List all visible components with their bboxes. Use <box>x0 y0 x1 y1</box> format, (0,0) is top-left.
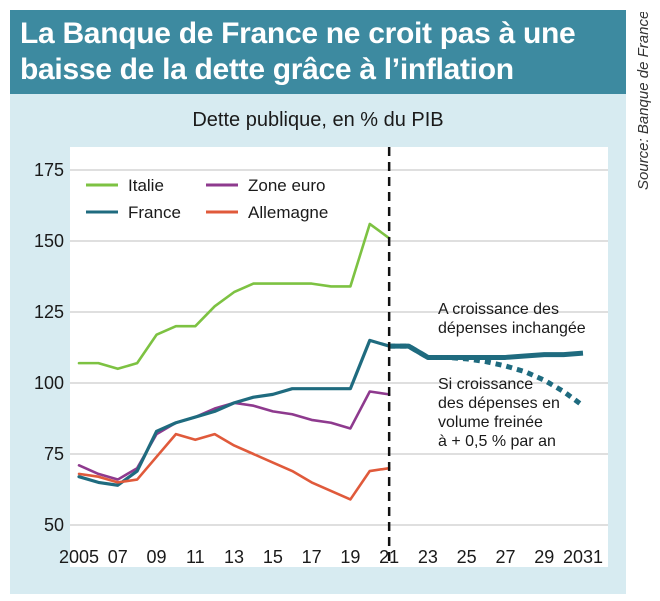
source-text: Source: Banque de France <box>635 12 652 190</box>
legend-item-zone-euro: Zone euro <box>206 176 326 195</box>
series-line-italie <box>77 222 391 371</box>
annotation-restrained: Si croissance des dépenses en volume frein… <box>438 376 560 450</box>
legend-label: Italie <box>128 176 164 195</box>
y-tick-label: 100 <box>34 373 64 393</box>
legend-label: Allemagne <box>248 203 328 222</box>
chart-title-line-1: La Banque de France ne croit pas à une <box>20 17 576 50</box>
x-tick-label: 29 <box>534 547 554 567</box>
annotation-line: à + 0,5 % par an <box>438 433 556 450</box>
chart-subtitle: Dette publique, en % du PIB <box>192 109 444 131</box>
series-line-france <box>77 338 391 487</box>
y-tick-label: 175 <box>34 160 64 180</box>
projection-line-restrained <box>389 343 585 408</box>
grid-layer <box>70 169 608 526</box>
legend-label: Zone euro <box>248 176 326 195</box>
series-line-allemagne <box>77 432 391 501</box>
x-tick-label: 23 <box>418 547 438 567</box>
y-tick-label: 150 <box>34 231 64 251</box>
legend: Italie France Zone euro Allemagne <box>86 176 328 222</box>
source-note: Source: Banque de France <box>635 12 652 190</box>
annotation-line: Si croissance <box>438 376 533 393</box>
x-tick-label: 2005 <box>59 547 99 567</box>
annotation-line: A croissance des <box>438 301 559 318</box>
legend-item-allemagne: Allemagne <box>206 203 328 222</box>
annotation-line: volume freinée <box>438 414 543 431</box>
x-tick-label: 07 <box>108 547 128 567</box>
y-tick-label: 50 <box>44 515 64 535</box>
x-tick-label: 15 <box>263 547 283 567</box>
x-tick-label: 27 <box>495 547 515 567</box>
x-tick-label: 17 <box>302 547 322 567</box>
title-bar <box>10 10 626 94</box>
series-layer <box>77 222 585 501</box>
x-tick-label: 19 <box>340 547 360 567</box>
annotations: A croissance des dépenses inchangée Si cro… <box>438 301 586 450</box>
y-tick-label: 125 <box>34 302 64 322</box>
legend-item-italie: Italie <box>86 176 164 195</box>
annotation-line: des dépenses en <box>438 395 560 412</box>
chart-title-line-2: baisse de la dette grâce à l’inflation <box>20 53 514 86</box>
annotation-unchanged: A croissance des dépenses inchangée <box>438 301 586 337</box>
annotation-line: dépenses inchangée <box>438 320 586 337</box>
x-tick-label: 09 <box>147 547 167 567</box>
y-tick-label: 75 <box>44 444 64 464</box>
legend-item-france: France <box>86 203 181 222</box>
y-axis: 50 75 100 125 150 175 <box>34 160 64 535</box>
x-tick-label: 13 <box>224 547 244 567</box>
x-tick-label: 11 <box>186 547 205 567</box>
x-tick-label: 25 <box>457 547 477 567</box>
x-tick-label: 2031 <box>563 547 603 567</box>
legend-label: France <box>128 203 181 222</box>
